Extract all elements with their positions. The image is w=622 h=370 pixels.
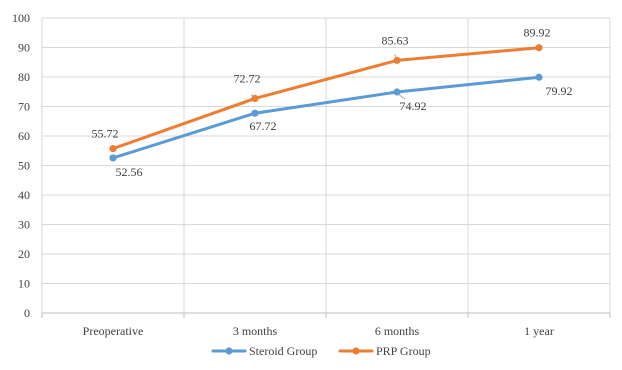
- series-2-point: [393, 56, 401, 64]
- data-label-layer: 52.56 67.72 74.92 79.92 55.72 72.72 85.63 89.92: [92, 26, 573, 179]
- series-layer: [109, 44, 543, 162]
- grid-layer: [41, 17, 611, 313]
- series-line-1: [111, 75, 541, 160]
- data-label: 67.72: [250, 119, 277, 133]
- y-tick-label: 90: [18, 41, 30, 55]
- y-tick-label: 10: [18, 277, 30, 291]
- y-tick-label: 20: [18, 247, 30, 261]
- y-tick-label: 60: [18, 129, 30, 143]
- y-tick-label: 30: [18, 218, 30, 232]
- leader-line: [397, 93, 406, 100]
- leader-line: [394, 54, 397, 59]
- data-label: 85.63: [382, 33, 409, 47]
- legend-marker-2: [352, 347, 360, 355]
- x-tick-label: 6 months: [375, 324, 420, 338]
- data-label: 89.92: [524, 26, 551, 40]
- series-1-point: [251, 109, 259, 117]
- data-label: 79.92: [546, 84, 573, 98]
- series-1-point: [535, 73, 543, 81]
- legend: Steroid Group PRP Group: [211, 344, 431, 358]
- series-2-point: [109, 145, 117, 153]
- data-label: 52.56: [116, 165, 143, 179]
- y-tick-label: 80: [18, 70, 30, 84]
- series-2-point: [535, 44, 543, 52]
- legend-label-2: PRP Group: [376, 344, 431, 358]
- y-tick-label: 40: [18, 188, 30, 202]
- series-1-point: [109, 154, 117, 162]
- legend-label-1: Steroid Group: [249, 344, 317, 358]
- series-1-point: [393, 88, 401, 96]
- y-tick-label: 100: [12, 11, 30, 25]
- leader-line: [250, 94, 256, 98]
- axis-layer: 0 10 20 30 40 50 60 70 80 90 100 Preoperative 3 mont…: [12, 11, 611, 338]
- y-tick-label: 50: [18, 159, 30, 173]
- x-tick-label: 1 year: [524, 324, 554, 338]
- data-label: 72.72: [234, 71, 261, 85]
- data-label: 55.72: [92, 127, 119, 141]
- series-line-2: [111, 46, 541, 151]
- y-tick-label: 0: [24, 306, 30, 320]
- y-tick-label: 70: [18, 100, 30, 114]
- data-label: 74.92: [400, 99, 427, 113]
- legend-marker-1: [225, 347, 233, 355]
- x-tick-label: Preoperative: [83, 324, 144, 338]
- x-tick-label: 3 months: [233, 324, 278, 338]
